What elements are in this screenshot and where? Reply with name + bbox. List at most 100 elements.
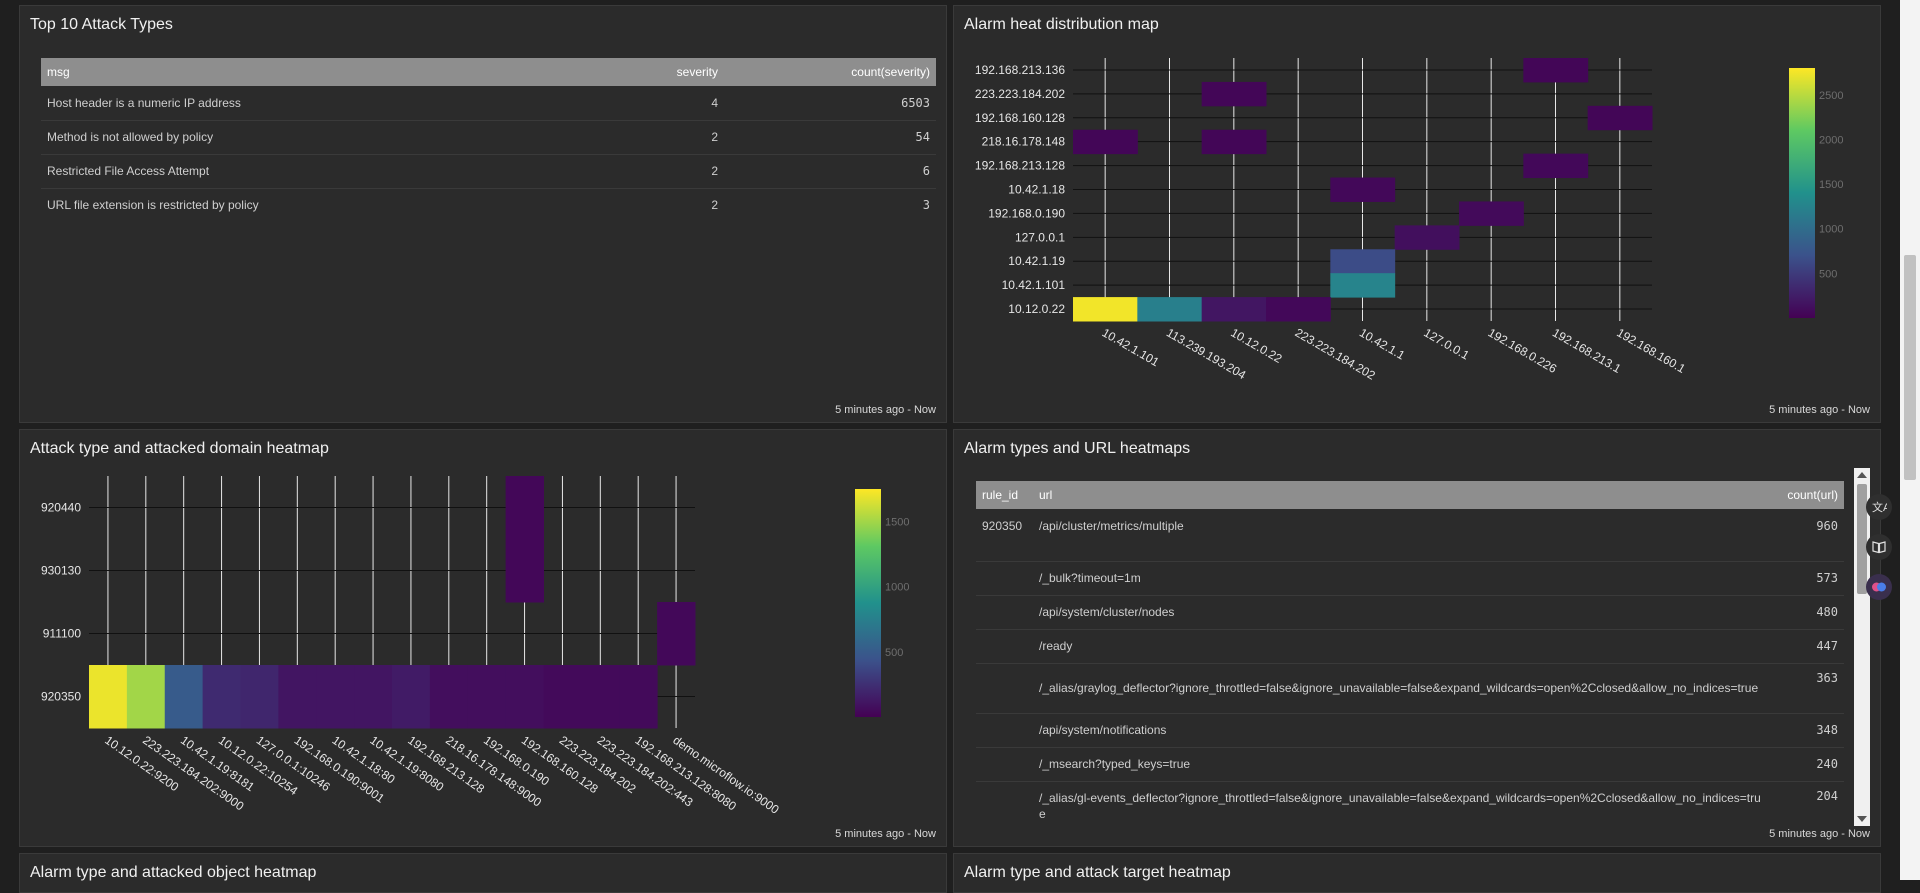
colorbar-tick-label: 2000 bbox=[1819, 134, 1843, 146]
url-table-scrollbar[interactable] bbox=[1854, 468, 1870, 826]
heatmap-cell[interactable] bbox=[278, 665, 317, 729]
heatmap-cell[interactable] bbox=[1330, 177, 1396, 202]
cell-rule-id bbox=[976, 781, 1033, 825]
cell-rule-id bbox=[976, 663, 1033, 714]
y-tick-label: 192.168.213.128 bbox=[975, 159, 1065, 173]
x-tick-label: 10.42.1.101 bbox=[1100, 325, 1162, 369]
x-tick-label: 127.0.0.1 bbox=[1421, 325, 1472, 362]
heatmap-cell[interactable] bbox=[1523, 58, 1589, 83]
cell-msg: Method is not allowed by policy bbox=[41, 120, 632, 155]
page-scroll-thumb[interactable] bbox=[1904, 255, 1916, 480]
brain-icon[interactable] bbox=[1866, 574, 1892, 600]
heatmap-cell[interactable] bbox=[1201, 297, 1267, 322]
heatmap-cell[interactable] bbox=[1523, 153, 1589, 179]
attack-types-panel: Top 10 Attack Types msg severity count(s… bbox=[19, 5, 947, 423]
panel-title: Attack type and attacked domain heatmap bbox=[30, 440, 329, 457]
scroll-down-arrow[interactable] bbox=[1857, 816, 1867, 822]
heatmap-cell[interactable] bbox=[1073, 129, 1138, 155]
x-tick-label: 192.168.160.1 bbox=[1614, 325, 1688, 376]
cell-count: 480 bbox=[1772, 595, 1844, 630]
x-tick-label: 192.168.0.226 bbox=[1486, 325, 1560, 376]
heatmap-cell[interactable] bbox=[1073, 297, 1138, 322]
table-header-row: msg severity count(severity) bbox=[41, 58, 936, 86]
attack-target-panel: Alarm type and attack target heatmap bbox=[953, 853, 1881, 893]
heatmap-cell[interactable] bbox=[1266, 297, 1331, 322]
heatmap-cell[interactable] bbox=[1587, 105, 1653, 131]
cell-count: 54 bbox=[724, 120, 936, 155]
translate-icon[interactable]: 文A bbox=[1866, 494, 1892, 520]
heatmap-cell[interactable] bbox=[202, 665, 241, 729]
url-table-scroll[interactable]: rule_id url count(url) 920350 /api/clust… bbox=[976, 481, 1844, 825]
col-header-rule-id[interactable]: rule_id bbox=[976, 481, 1033, 509]
cell-url: /_alias/gl-events_deflector?ignore_throt… bbox=[1033, 781, 1772, 825]
heatmap-cell[interactable] bbox=[240, 665, 279, 729]
cell-rule-id bbox=[976, 561, 1033, 596]
cell-count: 6 bbox=[724, 154, 936, 189]
time-range-label: 5 minutes ago - Now bbox=[835, 828, 936, 840]
url-heatmaps-panel: Alarm types and URL heatmaps rule_id url… bbox=[953, 429, 1881, 847]
table-row: Host header is a numeric IP address 4 65… bbox=[41, 86, 936, 121]
heatmap-cell[interactable] bbox=[1330, 273, 1396, 298]
heatmap-cell[interactable] bbox=[1459, 201, 1524, 226]
cell-rule-id bbox=[976, 629, 1033, 664]
heatmap-cell[interactable] bbox=[1394, 225, 1460, 250]
y-tick-label: 218.16.178.148 bbox=[982, 135, 1066, 149]
heatmap-cell[interactable] bbox=[619, 665, 658, 729]
scroll-up-arrow[interactable] bbox=[1857, 472, 1867, 478]
heatmap-cell[interactable] bbox=[505, 665, 544, 729]
colorbar-tick-label: 1500 bbox=[1819, 179, 1843, 191]
cell-msg: Host header is a numeric IP address bbox=[41, 86, 632, 121]
cell-url: /_msearch?typed_keys=true bbox=[1033, 747, 1772, 782]
url-table-scroll-thumb[interactable] bbox=[1857, 484, 1867, 594]
cell-url: /api/system/notifications bbox=[1033, 713, 1772, 748]
table-row: Method is not allowed by policy 2 54 bbox=[41, 120, 936, 155]
y-tick-label: 920440 bbox=[41, 501, 81, 515]
x-tick-label: 10.42.1.1 bbox=[1357, 325, 1408, 362]
col-header-count[interactable]: count(url) bbox=[1772, 481, 1844, 509]
heatmap-cell[interactable] bbox=[1201, 81, 1267, 107]
cell-count: 573 bbox=[1772, 561, 1844, 596]
cell-url: /_alias/graylog_deflector?ignore_throttl… bbox=[1033, 663, 1772, 714]
cell-count: 960 bbox=[1772, 509, 1844, 562]
time-range-label: 5 minutes ago - Now bbox=[1769, 404, 1870, 416]
colorbar-tick-label: 1000 bbox=[885, 582, 909, 594]
col-header-url[interactable]: url bbox=[1033, 481, 1772, 509]
heatmap-cell[interactable] bbox=[316, 665, 355, 729]
heatmap-cell[interactable] bbox=[354, 665, 393, 729]
col-header-severity[interactable]: severity bbox=[632, 58, 724, 86]
heatmap-cell[interactable] bbox=[581, 665, 620, 729]
page-scrollbar[interactable] bbox=[1900, 0, 1920, 880]
cell-count: 204 bbox=[1772, 781, 1844, 825]
colorbar-tick-label: 1500 bbox=[885, 517, 909, 529]
col-header-count[interactable]: count(severity) bbox=[724, 58, 936, 86]
table-row: /_msearch?typed_keys=true 240 bbox=[976, 747, 1844, 782]
table-header-row: rule_id url count(url) bbox=[976, 481, 1844, 509]
attack-types-table: msg severity count(severity) Host header… bbox=[41, 58, 936, 222]
heatmap-cell[interactable] bbox=[657, 602, 696, 666]
cell-severity: 2 bbox=[632, 120, 724, 155]
panel-title: Top 10 Attack Types bbox=[30, 16, 173, 33]
heatmap-cell[interactable] bbox=[89, 665, 128, 729]
cell-count: 363 bbox=[1772, 663, 1844, 714]
heatmap-cell[interactable] bbox=[392, 665, 431, 729]
col-header-msg[interactable]: msg bbox=[41, 58, 632, 86]
cell-severity: 4 bbox=[632, 86, 724, 121]
y-tick-label: 223.223.184.202 bbox=[975, 87, 1065, 101]
heatmap-cell[interactable] bbox=[543, 665, 582, 729]
book-icon[interactable] bbox=[1866, 534, 1892, 560]
colorbar-tick-label: 1000 bbox=[1819, 224, 1843, 236]
svg-text:文A: 文A bbox=[1872, 500, 1887, 514]
heatmap-cell[interactable] bbox=[505, 539, 544, 603]
heatmap-cell[interactable] bbox=[467, 665, 507, 729]
heatmap-cell[interactable] bbox=[1330, 249, 1396, 274]
heatmap-cell[interactable] bbox=[126, 665, 166, 729]
heatmap-cell[interactable] bbox=[1201, 129, 1267, 155]
cell-count: 348 bbox=[1772, 713, 1844, 748]
alarm-heat-chart: 192.168.213.136 223.223.184.202 192.168.16… bbox=[975, 58, 1843, 383]
heatmap-cell[interactable] bbox=[164, 665, 204, 729]
heatmap-cell[interactable] bbox=[429, 665, 469, 729]
heatmap-cell[interactable] bbox=[1137, 297, 1203, 322]
table-row: Restricted File Access Attempt 2 6 bbox=[41, 154, 936, 189]
attack-domain-panel: Attack type and attacked domain heatmap … bbox=[19, 429, 947, 847]
heatmap-cell[interactable] bbox=[505, 476, 544, 540]
